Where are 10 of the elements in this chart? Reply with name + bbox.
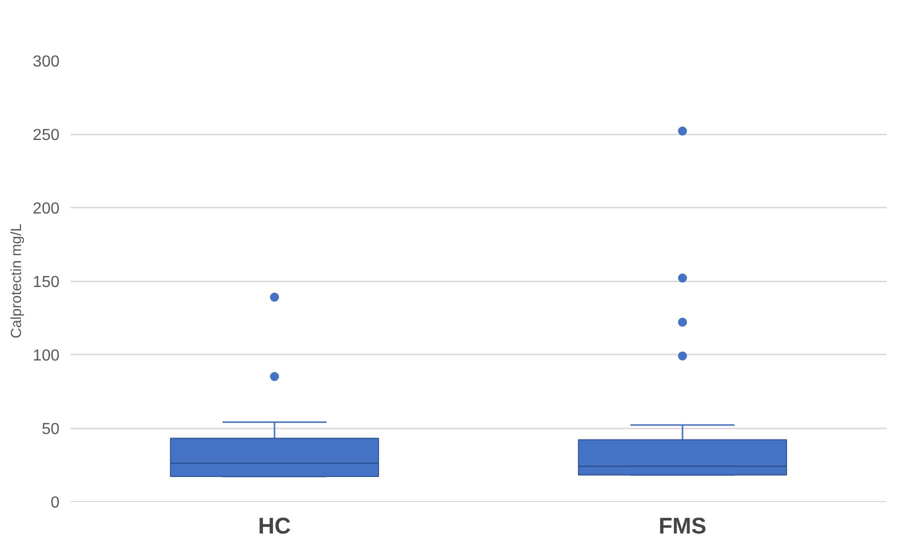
y-tick-label: 250	[32, 127, 60, 144]
y-tick-label: 150	[32, 274, 60, 291]
y-tick-label: 300	[32, 54, 60, 70]
y-tick-label: 200	[32, 200, 60, 218]
y-tick-label: 0	[50, 494, 60, 512]
y-axis-title: Calprotectin mg/L	[8, 224, 25, 338]
x-tick-label: FMS	[658, 512, 706, 538]
x-tick-label: HC	[258, 512, 291, 538]
y-tick-label: 50	[42, 421, 60, 438]
y-tick-label: 100	[32, 348, 60, 364]
